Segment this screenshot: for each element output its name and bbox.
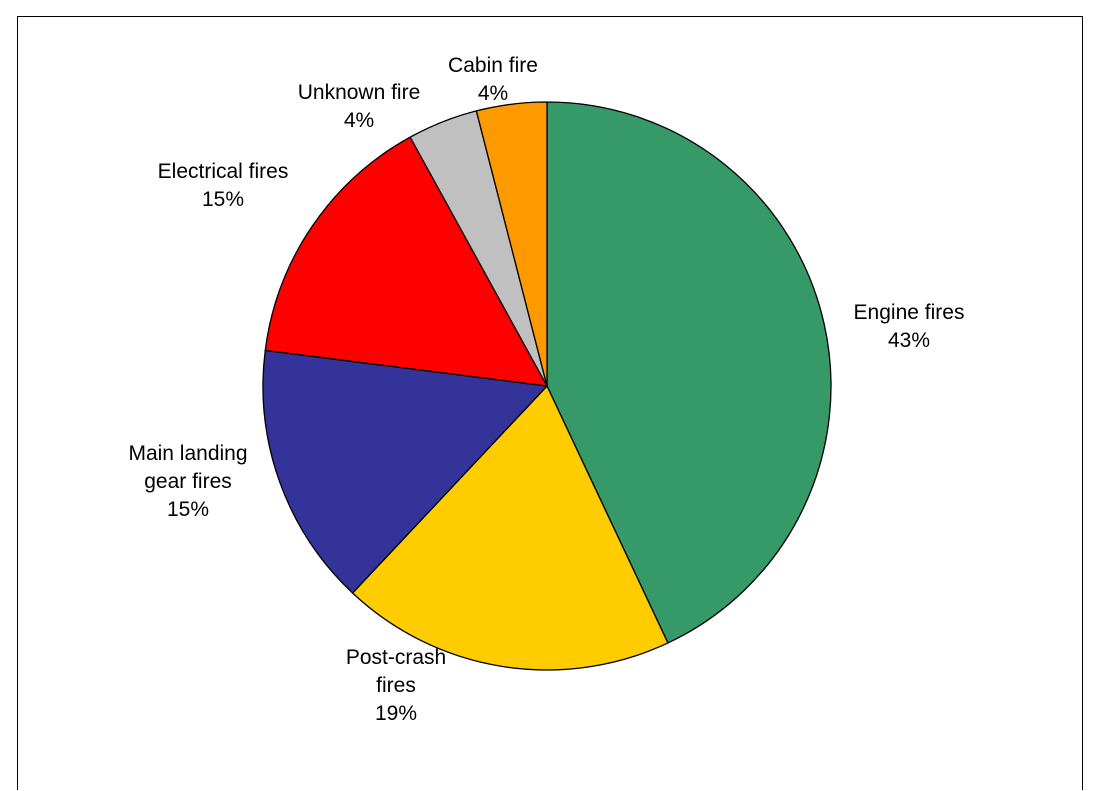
pie-slice (264, 136, 548, 387)
slice-label: Main landing gear fires 15% (128, 442, 247, 521)
slice-percent: 15% (167, 498, 209, 521)
pie-labels: Engine fires 43% Post-crash fires 19% Main la… (128, 54, 964, 725)
slice-name: Post-crash (346, 646, 446, 669)
slice-name: Unknown fire (298, 81, 421, 104)
slice-label: Cabin fire 4% (448, 54, 538, 105)
pie-slices (262, 101, 832, 671)
slice-name: fires (376, 674, 416, 697)
slice-percent: 19% (375, 702, 417, 725)
slice-name: Electrical fires (158, 160, 289, 183)
slice-name: Engine fires (854, 301, 965, 324)
pie-slice (351, 385, 669, 671)
pie-chart: Engine fires 43% Post-crash fires 19% Main la… (128, 54, 964, 725)
slice-percent: 4% (344, 109, 374, 132)
slice-name: gear fires (144, 470, 232, 493)
slice-percent: 4% (478, 82, 508, 105)
chart-frame: Engine fires 43% Post-crash fires 19% Main la… (17, 16, 1083, 790)
slice-label: Electrical fires 15% (158, 160, 289, 211)
pie-slice (262, 349, 548, 594)
slice-name: Main landing (128, 442, 247, 465)
slice-name: Cabin fire (448, 54, 538, 77)
pie-slice (546, 101, 832, 644)
slice-percent: 43% (888, 329, 930, 352)
slice-label: Post-crash fires 19% (346, 646, 446, 725)
slice-label: Engine fires 43% (854, 301, 965, 352)
slice-label: Unknown fire 4% (298, 81, 421, 132)
pie-slice (475, 101, 548, 387)
slice-percent: 15% (202, 188, 244, 211)
